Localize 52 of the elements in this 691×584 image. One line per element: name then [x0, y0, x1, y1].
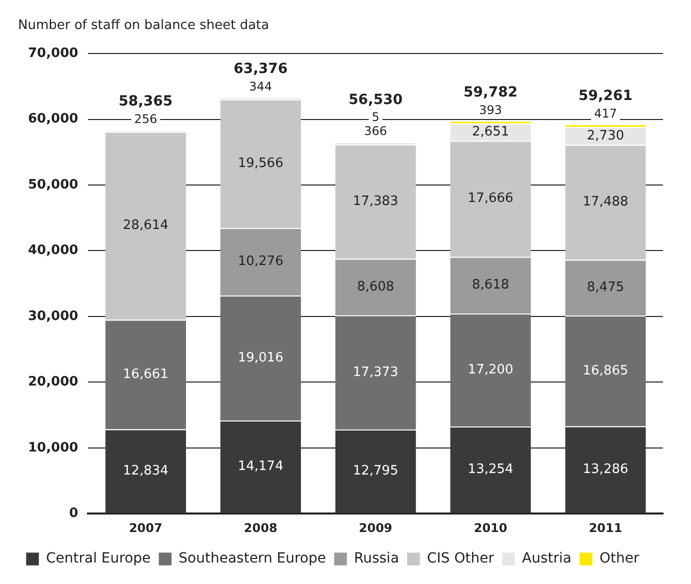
legend-label: Southeastern Europe: [178, 550, 326, 567]
legend-label: Russia: [354, 550, 400, 567]
data-label: 14,174: [238, 459, 284, 474]
data-label: 8,618: [472, 278, 510, 293]
data-label: 393: [479, 102, 502, 117]
x-tick-label: 2007: [128, 520, 162, 535]
data-label: 417: [594, 106, 617, 120]
y-tick-label: 70,000: [28, 46, 78, 61]
total-label: 59,261: [578, 88, 633, 104]
x-tick-label: 2010: [474, 520, 508, 535]
data-label: 16,661: [122, 366, 168, 382]
data-label: 10,276: [238, 254, 284, 270]
data-label: 17,666: [468, 191, 514, 206]
data-label: 17,488: [582, 194, 628, 210]
data-label: 8,608: [356, 279, 394, 294]
y-tick-label: 60,000: [28, 112, 78, 127]
data-label: 2,651: [472, 124, 510, 140]
data-label: 19,566: [238, 156, 284, 172]
data-label: 17,200: [468, 362, 514, 378]
y-tick-label: 40,000: [28, 243, 78, 258]
y-tick-label: 10,000: [28, 440, 78, 456]
data-label: 2,730: [586, 128, 624, 144]
data-label: 19,016: [238, 350, 284, 366]
legend-label: CIS Other: [427, 550, 494, 567]
y-tick-label: 30,000: [28, 308, 78, 324]
data-label: 344: [249, 79, 272, 94]
x-tick-label: 2011: [588, 520, 622, 535]
data-label: 8,475: [586, 280, 624, 295]
x-tick-label: 2009: [358, 520, 392, 535]
data-label: 12,795: [352, 464, 398, 479]
data-label: 13,286: [582, 462, 628, 478]
x-tick-label: 2008: [244, 520, 278, 535]
y-tick-label: 0: [69, 506, 78, 521]
legend-label: Other: [599, 550, 640, 567]
total-label: 56,530: [348, 92, 403, 108]
y-tick-label: 20,000: [28, 374, 78, 390]
total-label: 63,376: [234, 60, 288, 77]
data-label: 12,834: [122, 464, 168, 479]
data-label: 5: [372, 110, 380, 124]
data-label: 17,373: [352, 364, 398, 380]
data-label: 13,254: [468, 462, 514, 478]
data-label: 16,865: [582, 363, 628, 378]
y-tick-label: 50,000: [28, 177, 78, 192]
legend-label: Central Europe: [46, 550, 151, 567]
total-label: 58,365: [118, 94, 173, 110]
data-label: 256: [134, 112, 158, 126]
data-label: 28,614: [122, 218, 168, 234]
data-label: 366: [364, 124, 388, 138]
data-label: 17,383: [352, 194, 398, 210]
chart-title: Number of staff on balance sheet data: [18, 18, 270, 34]
legend-label: Austria: [522, 550, 572, 567]
total-label: 59,782: [464, 84, 518, 100]
